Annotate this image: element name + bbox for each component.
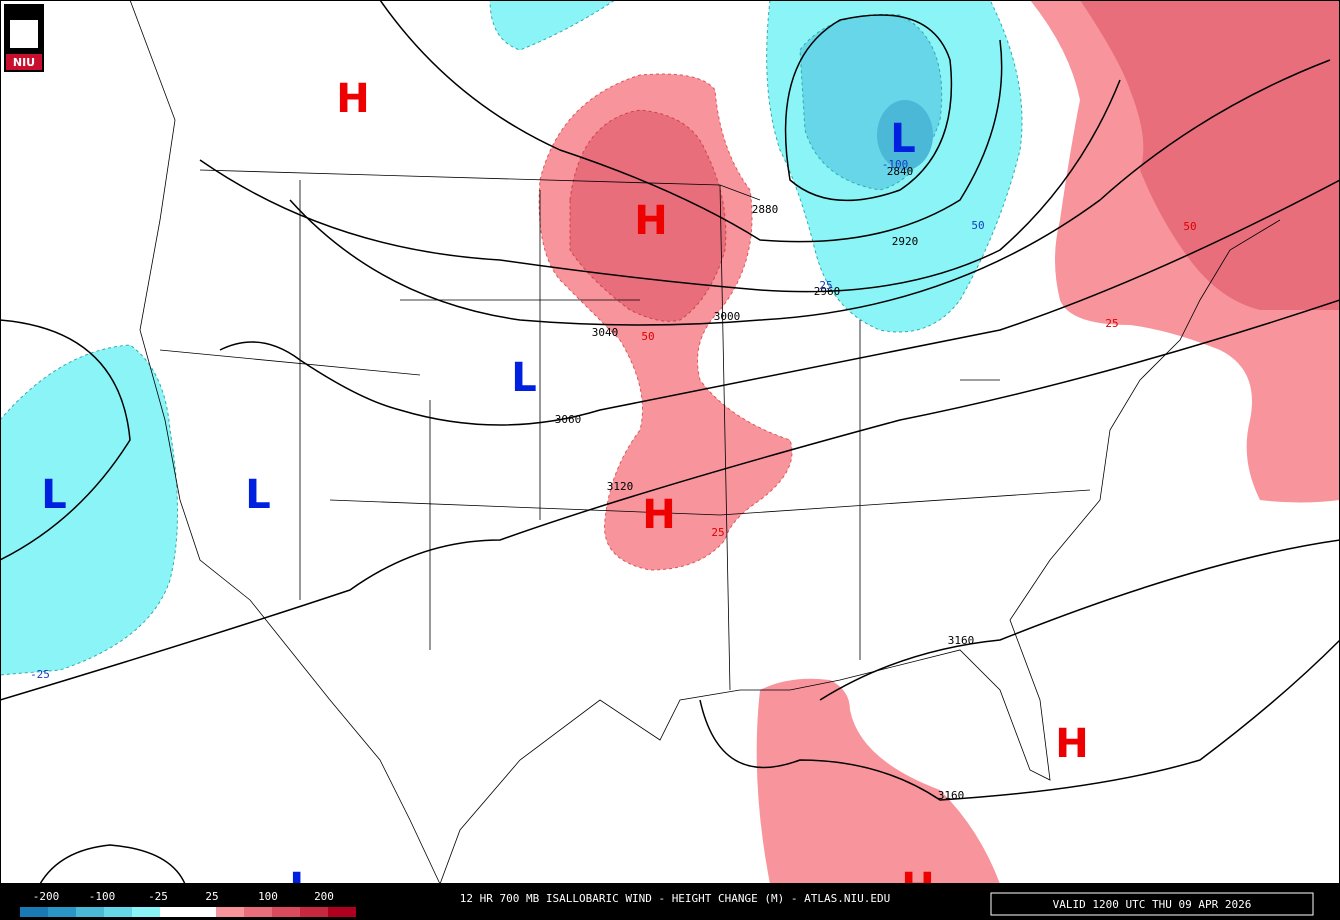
low-center: L [41,472,67,518]
change-label: 25 [1105,317,1118,330]
fall-area [877,100,933,170]
high-center: H [642,492,675,538]
colorbar-label: 100 [258,890,278,903]
contour-label: 3160 [948,634,975,647]
valid-time: VALID 1200 UTC THU 09 APR 2026 [1053,898,1252,911]
logo: NIU [4,4,44,72]
contour-label: 3000 [714,310,741,323]
colorbar-swatch [104,907,132,917]
fall-area [0,344,178,676]
contour-label: 2920 [892,235,919,248]
height-contours [0,0,1340,885]
borders [159,169,1091,691]
contour-label: 3160 [938,789,965,802]
colorbar-label: -100 [89,890,116,903]
colorbar-swatch [244,907,272,917]
coastline [439,219,1281,885]
contour-label: 2960 [814,285,841,298]
change-label: 25 [711,526,724,539]
contour [0,319,131,561]
logo-text: NIU [13,56,35,69]
pressure-centers: H L H L L L H H L H [41,76,1088,911]
low-center: L [890,116,916,162]
rise-area [569,109,727,322]
contour-label: 2880 [752,203,779,216]
colorbar-swatch [76,907,104,917]
colorbar-label: 25 [205,890,218,903]
colorbar-label: -25 [148,890,168,903]
colorbar-swatch [328,907,356,917]
logo-building [10,20,38,48]
contour-label: 3040 [592,326,619,339]
high-center: H [1055,721,1088,767]
contour-label: 3060 [555,413,582,426]
contour [819,539,1340,701]
footer: -200 -100 -25 25 100 200 12 HR 700 MB IS… [0,884,1340,920]
fall-area [489,0,616,51]
colorbar-swatch [20,907,48,917]
contour [39,844,186,885]
change-label: 50 [641,330,654,343]
change-label: 25 [819,279,832,292]
change-label: 50 [971,219,984,232]
rise-area [1080,0,1340,310]
change-label: -100 [882,158,909,171]
rise-area [756,678,1000,884]
colorbar-swatch [300,907,328,917]
colorbar-label: -200 [33,890,60,903]
colorbar-label: 200 [314,890,334,903]
logo-band [6,54,42,70]
geography [129,0,1281,885]
coastline [129,0,441,885]
colorbar-swatch [132,907,160,917]
contour [699,639,1340,801]
contour-label: 2840 [887,165,914,178]
contour [289,59,1331,326]
contour [784,14,953,202]
colorbar-swatch [272,907,300,917]
colorbar-swatch [216,907,244,917]
height-labels: 2840 2880 2920 2960 3000 3040 3060 3120 … [555,165,975,802]
contour [379,0,1003,243]
valid-box [990,892,1314,916]
height-change-fills [0,0,1340,884]
change-labels: -100 50 25 50 25 50 25 -25 [30,158,1197,681]
high-center: H [336,76,369,122]
high-center: H [634,198,667,244]
contour [199,79,1121,293]
footer-title: 12 HR 700 MB ISALLOBARIC WIND - HEIGHT C… [460,892,890,905]
low-center: L [511,355,537,401]
contour [219,179,1340,426]
change-label: 50 [1183,220,1196,233]
low-center: L [245,472,271,518]
colorbar-swatch [160,907,216,917]
contour [0,299,1340,701]
colorbar-swatch [48,907,76,917]
contour-label: 3120 [607,480,634,493]
change-label: -25 [30,668,50,681]
